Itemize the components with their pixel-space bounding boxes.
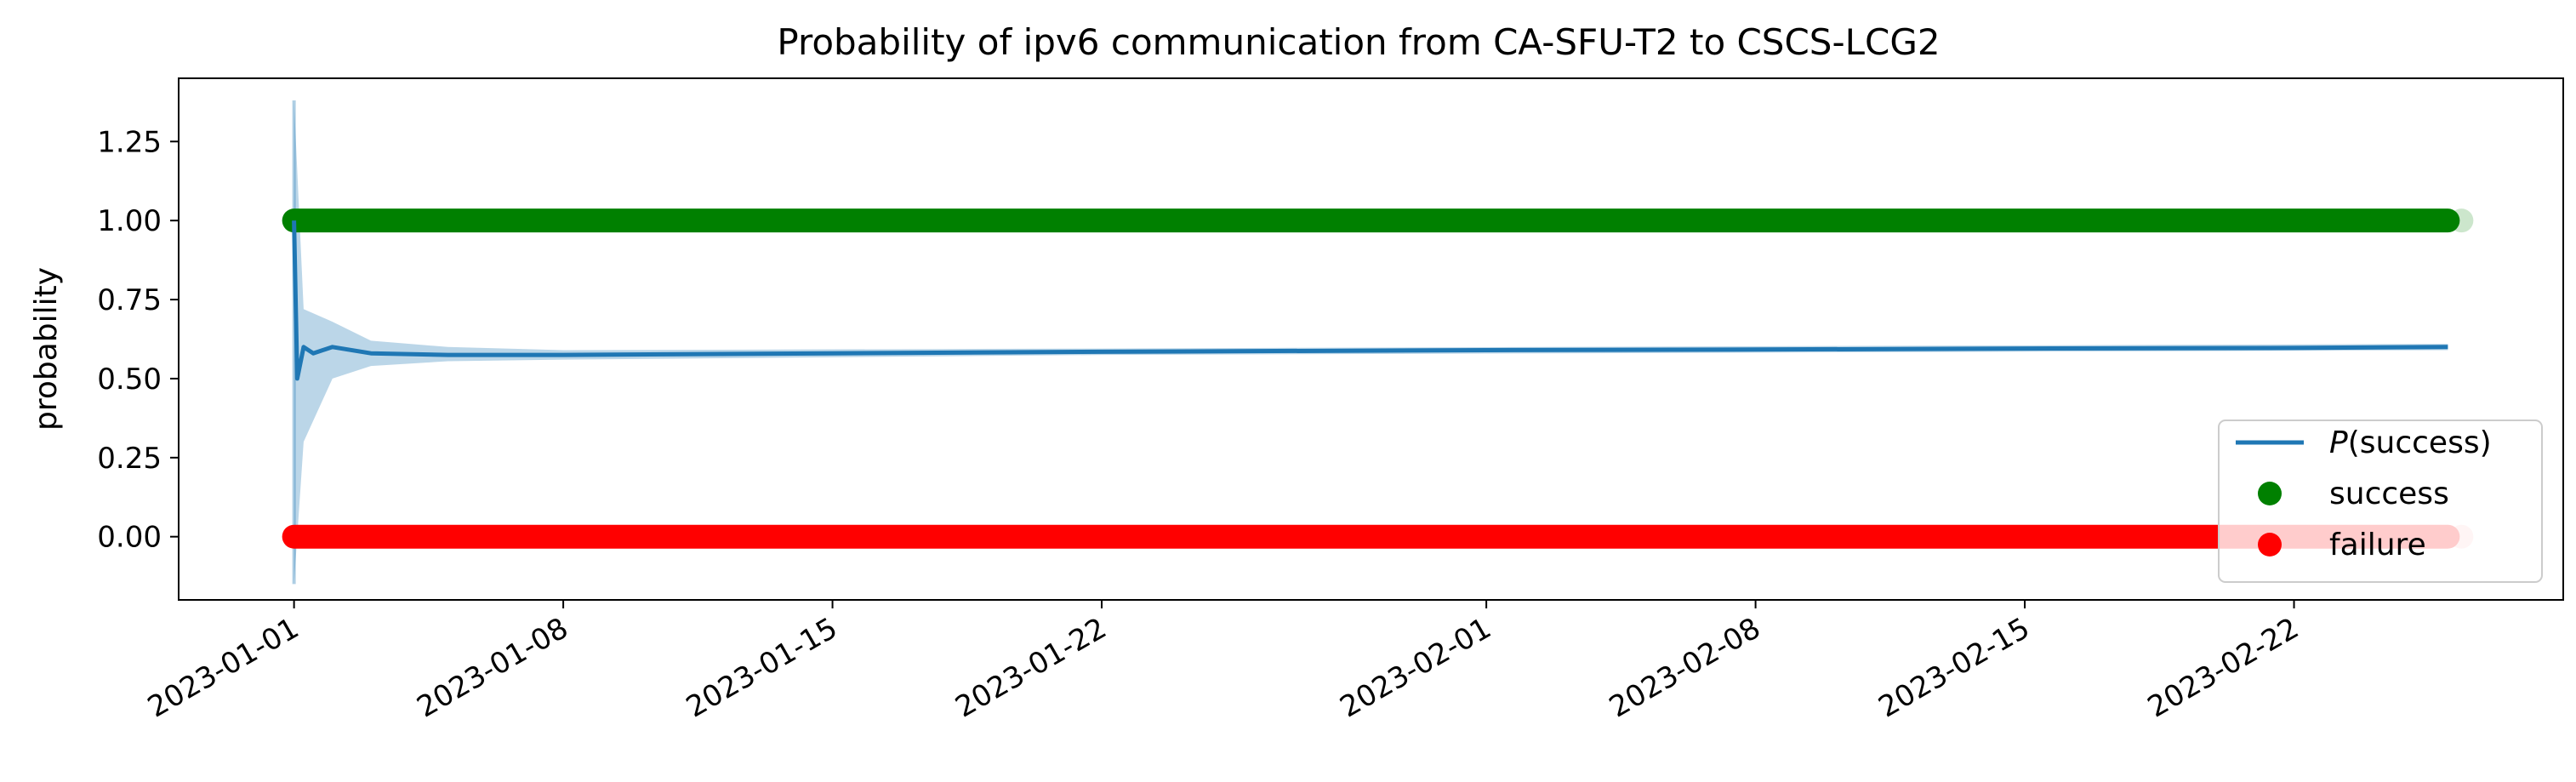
- legend-label-success: success: [2329, 477, 2449, 511]
- legend-box: [2218, 420, 2543, 583]
- plot-area: 0.00 0.25 0.50 0.75 1.00 1.25 2023-01-01 2023-0…: [97, 77, 2564, 725]
- y-tick-label: 0.50: [97, 362, 162, 397]
- probability-line: [292, 220, 2448, 381]
- y-tick-label: 1.00: [97, 204, 162, 238]
- y-axis-label: probability: [29, 267, 64, 431]
- legend-label-p-success: P(success): [2329, 425, 2492, 460]
- legend-success-swatch: [2258, 482, 2282, 505]
- x-tick-label: 2023-02-08: [1604, 611, 1766, 724]
- x-tick-label: 2023-01-22: [949, 611, 1112, 724]
- x-tick-label: 2023-02-15: [1872, 611, 2035, 724]
- x-tick-label: 2023-01-08: [411, 611, 573, 724]
- chart-title: Probability of ipv6 communication from C…: [777, 21, 1940, 63]
- x-tick-label: 2023-02-01: [1335, 611, 1497, 724]
- confidence-band: [294, 100, 2448, 585]
- y-tick-label: 0.25: [97, 442, 162, 476]
- legend: P(success) success failure: [2218, 420, 2543, 583]
- y-tick-label: 1.25: [97, 125, 162, 159]
- success-marker-fade: [2449, 208, 2474, 233]
- x-tick-label: 2023-01-01: [142, 611, 305, 724]
- y-tick-label: 0.00: [97, 521, 162, 555]
- y-tick-label: 0.75: [97, 283, 162, 317]
- x-tick-label: 2023-02-22: [2142, 611, 2305, 724]
- x-tick-label: 2023-01-15: [681, 611, 843, 724]
- legend-label-failure: failure: [2329, 528, 2426, 562]
- axes-frame: [178, 77, 2564, 601]
- legend-failure-swatch: [2258, 533, 2282, 557]
